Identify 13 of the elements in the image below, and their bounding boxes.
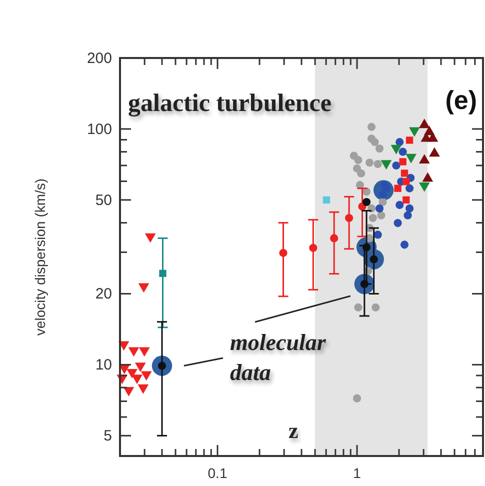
y-tick-label: 100 <box>86 120 112 138</box>
y-tick-label: 50 <box>95 192 112 209</box>
y-axis-title: velocity dispersion (km/s) <box>32 178 48 336</box>
x-axis-title: z <box>288 418 299 443</box>
y-tick-label: 5 <box>104 428 112 445</box>
y-tick-label: 200 <box>86 50 112 67</box>
y-tick-label: 20 <box>95 286 112 303</box>
y-tick-label: 10 <box>95 356 112 374</box>
text: galactic turbulence <box>128 90 332 117</box>
annotation: (e) <box>445 85 477 115</box>
annotation: molecular data <box>230 330 327 385</box>
x-tick-label: 1 <box>353 465 362 481</box>
x-tick-label: 0.1 <box>208 465 228 481</box>
